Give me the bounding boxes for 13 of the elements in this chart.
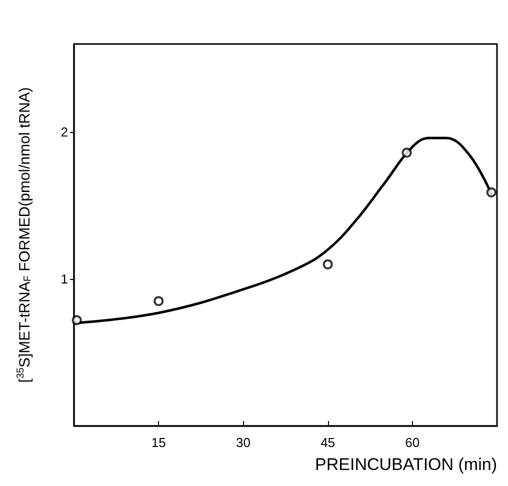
x-tick-label: 45 [320, 435, 336, 450]
point [402, 148, 412, 158]
x-axis-title: PREINCUBATION (min) [315, 455, 497, 474]
point [72, 315, 82, 326]
x-tick-label: 30 [236, 435, 250, 450]
point [322, 259, 333, 270]
point [486, 187, 496, 198]
point [154, 296, 164, 306]
x-tick-label: 60 [405, 435, 420, 450]
x-tick-label: 15 [151, 435, 166, 450]
y-tick-label: 2 [60, 124, 68, 140]
y-tick-label: 1 [60, 272, 68, 287]
y-axis-title: [35S]MET-tRNAF FORMED(pmol/nmol tRNA) [16, 87, 34, 383]
